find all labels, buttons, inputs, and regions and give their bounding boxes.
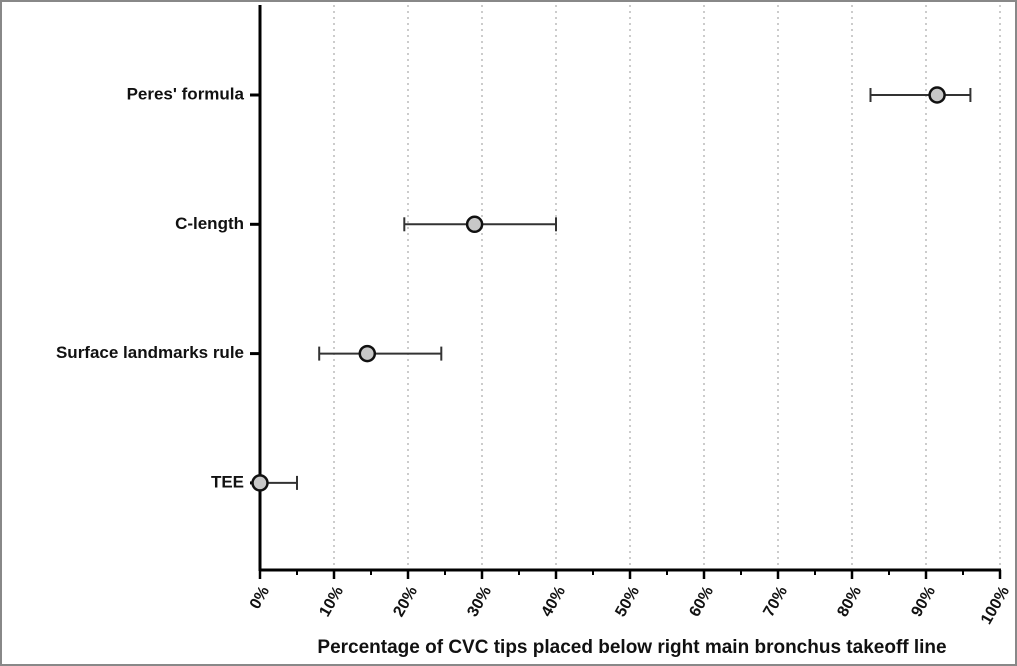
y-tick-label: Surface landmarks rule: [56, 343, 244, 362]
point: [465, 215, 484, 234]
y-tick-label: Peres' formula: [127, 84, 245, 103]
point: [358, 344, 377, 363]
point: [928, 86, 946, 104]
point: [251, 474, 269, 492]
y-tick-label: C-length: [175, 214, 244, 233]
x-axis-title: Percentage of CVC tips placed below righ…: [317, 637, 946, 658]
y-tick-label: TEE: [211, 472, 244, 491]
